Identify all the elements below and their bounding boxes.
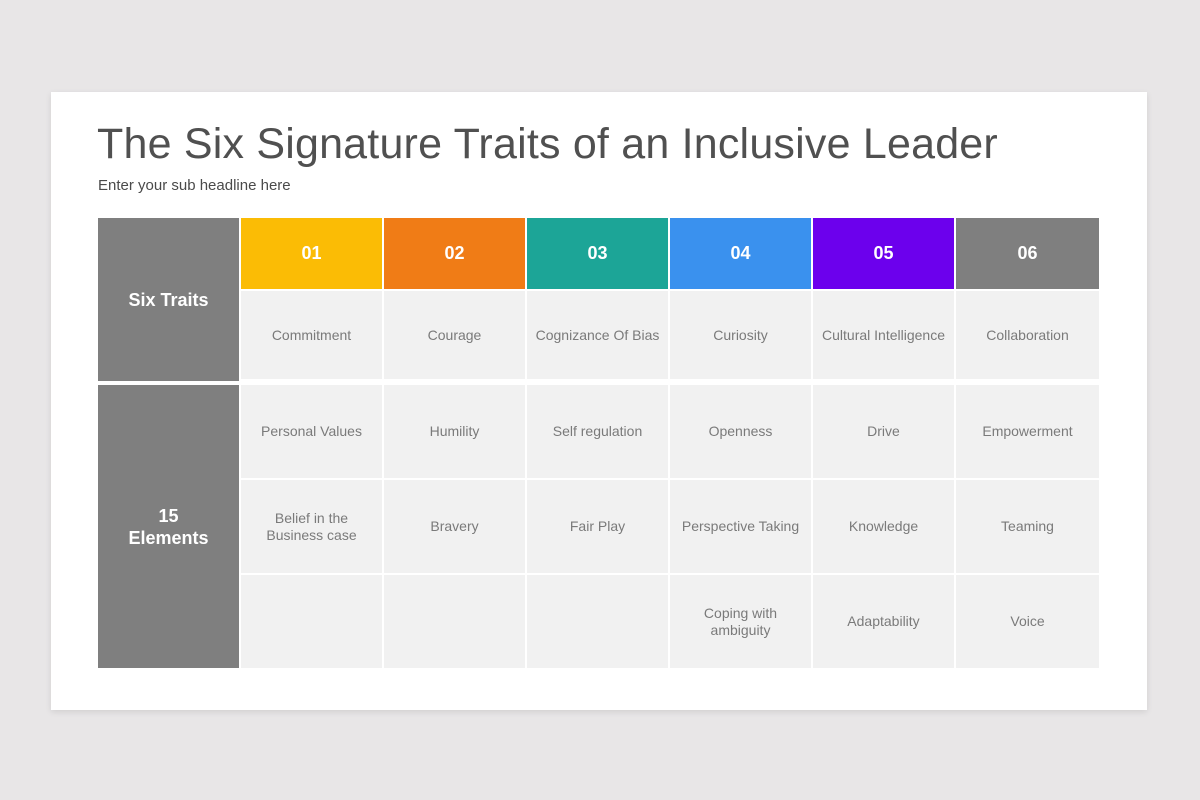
trait-cell: Courage	[384, 291, 527, 381]
slide-subtitle: Enter your sub headline here	[98, 177, 291, 194]
element-cell: Belief in the Business case	[241, 480, 384, 575]
traits-columns: 01 02 03 04 05 06 Commitment Courage Cog…	[241, 218, 1099, 381]
number-header-row: 01 02 03 04 05 06	[241, 218, 1099, 291]
header-cell-02: 02	[384, 218, 527, 291]
elements-block: 15 Elements Personal Values Humility Sel…	[98, 385, 1101, 670]
element-cell-empty	[384, 575, 527, 670]
element-cell: Teaming	[956, 480, 1099, 575]
trait-row: Commitment Courage Cognizance Of Bias Cu…	[241, 291, 1099, 381]
element-row-3: Coping with ambiguity Adaptability Voice	[241, 575, 1099, 670]
element-cell: Empowerment	[956, 385, 1099, 480]
slide: The Six Signature Traits of an Inclusive…	[51, 92, 1147, 710]
trait-cell: Collaboration	[956, 291, 1099, 381]
element-cell: Voice	[956, 575, 1099, 670]
element-cell-empty	[527, 575, 670, 670]
element-cell: Humility	[384, 385, 527, 480]
elements-count: 15	[158, 505, 179, 526]
element-cell-empty	[241, 575, 384, 670]
element-cell: Personal Values	[241, 385, 384, 480]
header-cell-01: 01	[241, 218, 384, 291]
element-cell: Knowledge	[813, 480, 956, 575]
elements-columns: Personal Values Humility Self regulation…	[241, 385, 1099, 670]
element-cell: Coping with ambiguity	[670, 575, 813, 670]
trait-cell: Cultural Intelligence	[813, 291, 956, 381]
trait-cell: Curiosity	[670, 291, 813, 381]
element-cell: Openness	[670, 385, 813, 480]
element-row-1: Personal Values Humility Self regulation…	[241, 385, 1099, 480]
element-cell: Fair Play	[527, 480, 670, 575]
six-traits-label: Six Traits	[98, 218, 241, 381]
element-cell: Self regulation	[527, 385, 670, 480]
elements-word: Elements	[128, 527, 209, 548]
header-cell-03: 03	[527, 218, 670, 291]
element-cell: Adaptability	[813, 575, 956, 670]
traits-block: Six Traits 01 02 03 04 05 06 Commitment …	[98, 218, 1101, 381]
header-cell-06: 06	[956, 218, 1099, 291]
element-row-2: Belief in the Business case Bravery Fair…	[241, 480, 1099, 575]
trait-cell: Commitment	[241, 291, 384, 381]
trait-cell: Cognizance Of Bias	[527, 291, 670, 381]
header-cell-05: 05	[813, 218, 956, 291]
element-cell: Drive	[813, 385, 956, 480]
element-cell: Perspective Taking	[670, 480, 813, 575]
slide-title: The Six Signature Traits of an Inclusive…	[97, 120, 998, 168]
element-cell: Bravery	[384, 480, 527, 575]
traits-table: Six Traits 01 02 03 04 05 06 Commitment …	[98, 218, 1101, 670]
fifteen-elements-label: 15 Elements	[98, 385, 241, 668]
header-cell-04: 04	[670, 218, 813, 291]
